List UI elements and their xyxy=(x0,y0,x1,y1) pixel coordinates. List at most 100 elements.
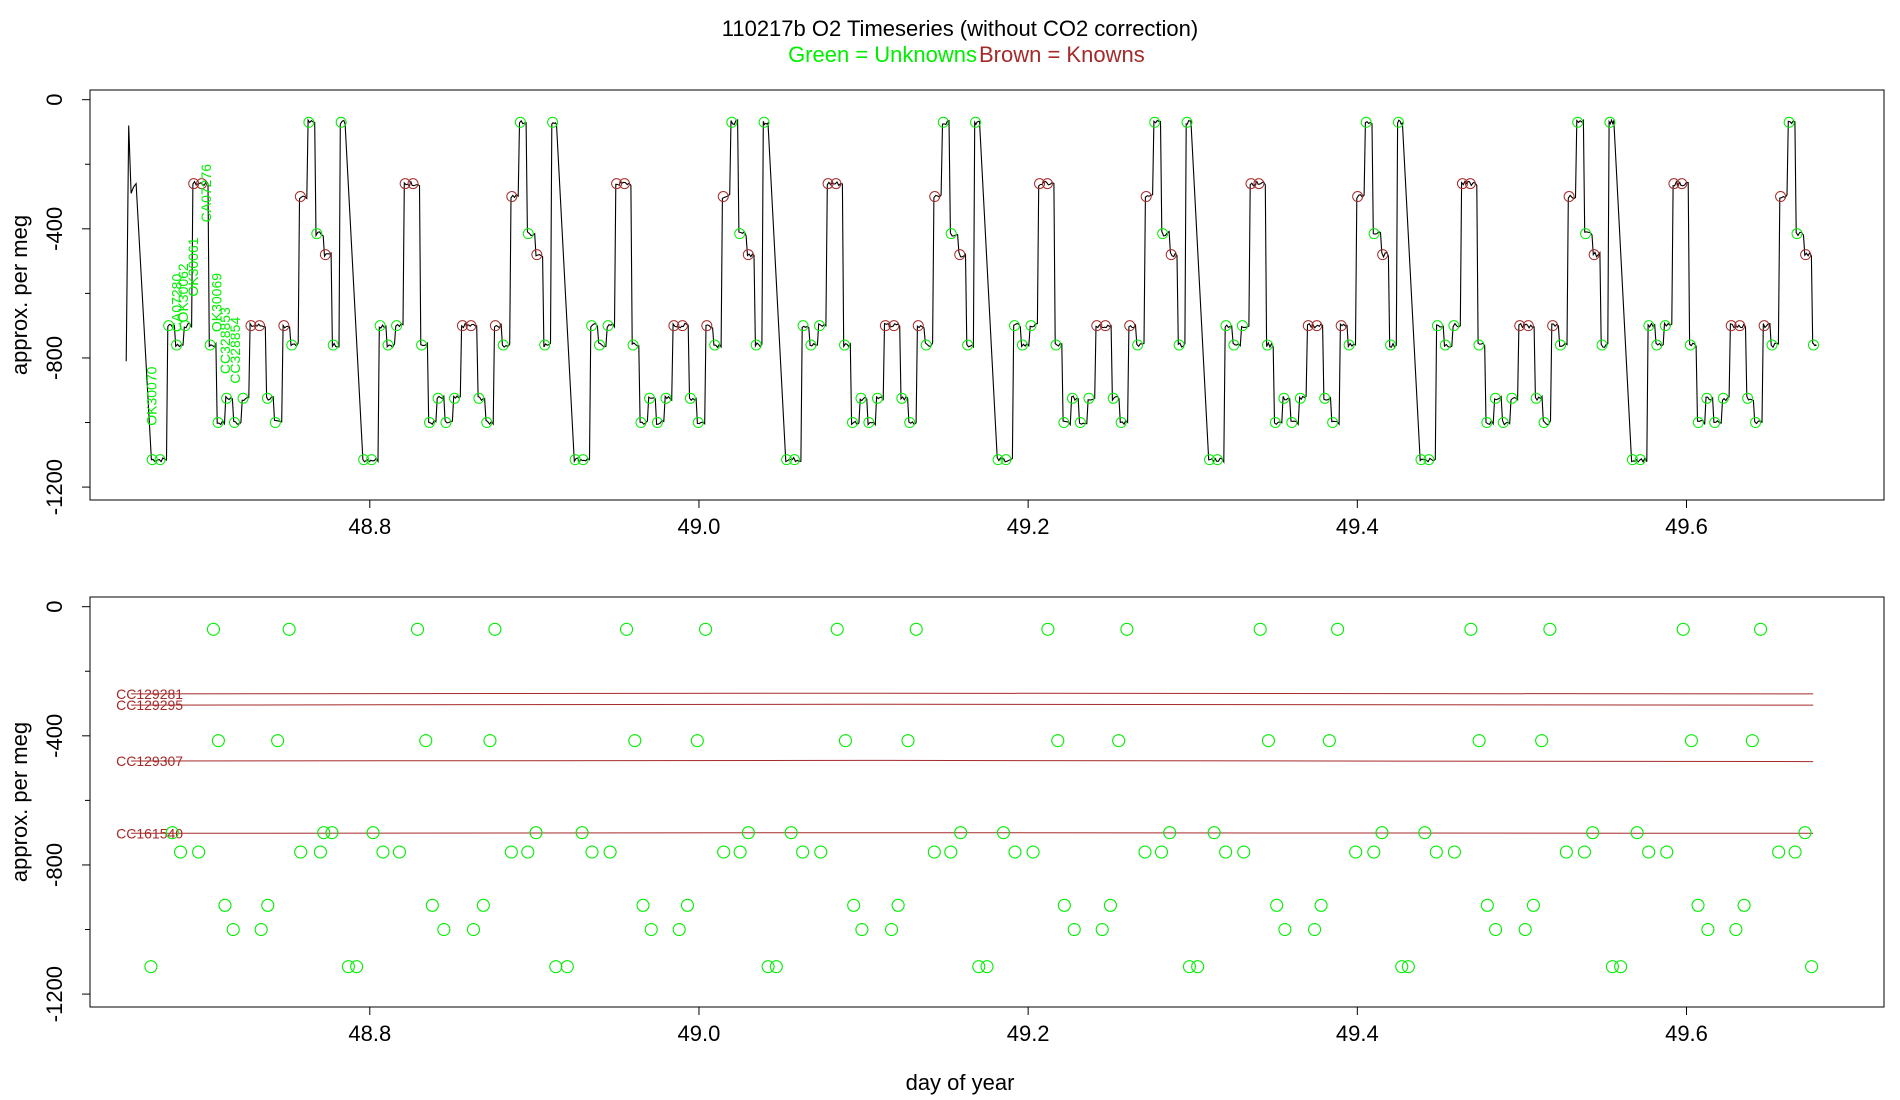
unknown-marker xyxy=(449,392,461,404)
unknown-marker xyxy=(1278,392,1290,404)
legend-knowns: Brown = Knowns xyxy=(979,42,1145,67)
known-marker xyxy=(188,178,200,190)
unknown-marker xyxy=(311,228,323,240)
known-marker xyxy=(822,178,834,190)
known-marker xyxy=(1547,320,1559,332)
unknown-point xyxy=(437,922,451,937)
unknown-marker xyxy=(1058,417,1070,429)
unknown-point xyxy=(1472,734,1486,748)
unknown-marker xyxy=(1684,339,1696,351)
unknown-marker xyxy=(945,228,957,240)
unknown-marker xyxy=(522,228,534,240)
known-marker xyxy=(1124,320,1136,332)
unknown-marker xyxy=(1473,339,1485,351)
unknown-marker xyxy=(1489,392,1501,404)
unknown-point xyxy=(549,960,563,974)
unknown-point xyxy=(1642,845,1656,859)
unknown-point xyxy=(1691,898,1705,912)
timeseries-x-tick-label: 49.6 xyxy=(1665,514,1708,539)
unknown-marker xyxy=(846,417,858,429)
unknown-point xyxy=(1630,826,1644,840)
unknown-point xyxy=(761,960,775,974)
unknown-marker xyxy=(855,392,867,404)
summary-panel: approx. per meg day of year 48.8 49.0 49.2… xyxy=(7,596,1885,1095)
unknown-marker xyxy=(1659,320,1671,332)
known-marker xyxy=(1352,191,1364,203)
known-marker xyxy=(912,320,924,332)
unknown-marker xyxy=(303,116,315,128)
unknown-point xyxy=(1112,734,1126,748)
unknown-marker xyxy=(1717,392,1729,404)
unknown-marker xyxy=(593,339,605,351)
figure-title: 110217b O2 Timeseries (without CO2 corre… xyxy=(722,16,1198,41)
unknown-marker xyxy=(992,454,1004,466)
unknown-point xyxy=(575,826,589,840)
summary-y-tick-label: -1200 xyxy=(42,966,67,1022)
o2-trace-line xyxy=(125,118,1817,464)
unknown-marker xyxy=(863,417,875,429)
known-reference-label: CC129295 xyxy=(116,697,183,713)
unknown-marker xyxy=(586,320,598,332)
unknown-point xyxy=(680,898,695,912)
unknown-point xyxy=(1253,622,1267,636)
known-marker xyxy=(1725,320,1737,332)
unknown-point xyxy=(1788,845,1802,859)
unknown-marker xyxy=(1481,417,1493,429)
unknown-marker xyxy=(726,116,738,128)
sample-annotation: CA07276 xyxy=(198,164,214,223)
unknown-marker xyxy=(1530,392,1542,404)
unknown-point xyxy=(410,622,425,636)
known-marker xyxy=(1165,249,1177,261)
sample-annotation: OK30069 xyxy=(209,273,225,332)
unknown-marker xyxy=(1083,392,1095,404)
unknown-point xyxy=(560,960,574,974)
unknown-point xyxy=(1543,622,1557,636)
unknown-point xyxy=(1207,826,1221,840)
known-marker xyxy=(742,249,754,261)
unknown-point xyxy=(1526,898,1540,912)
unknown-point xyxy=(1614,960,1628,974)
unknown-marker xyxy=(473,392,485,404)
unknown-marker xyxy=(286,339,298,351)
known-marker xyxy=(1311,320,1323,332)
known-reference-line xyxy=(131,759,1814,763)
unknown-point xyxy=(796,845,810,859)
known-reference-line xyxy=(131,692,1814,695)
unknown-point xyxy=(425,898,439,912)
known-marker xyxy=(701,320,713,332)
unknown-marker xyxy=(1385,339,1397,351)
unknown-marker xyxy=(1211,454,1223,466)
unknown-marker xyxy=(497,339,509,351)
unknown-marker xyxy=(366,454,378,466)
unknown-marker xyxy=(709,339,721,351)
unknown-marker xyxy=(1107,392,1119,404)
unknown-marker xyxy=(797,320,809,332)
unknown-point xyxy=(1103,898,1117,912)
summary-y-tick-label: -400 xyxy=(42,714,67,758)
unknown-point xyxy=(585,845,599,859)
known-marker xyxy=(1034,178,1046,190)
known-marker xyxy=(399,178,411,190)
unknown-marker xyxy=(432,392,444,404)
unknown-marker xyxy=(1368,228,1380,240)
unknown-marker xyxy=(1173,339,1185,351)
known-marker xyxy=(879,320,891,332)
unknown-point xyxy=(784,826,798,840)
unknown-marker xyxy=(1236,320,1248,332)
unknown-marker xyxy=(1228,339,1240,351)
unknown-point xyxy=(699,622,713,636)
known-marker xyxy=(888,320,900,332)
unknown-marker xyxy=(627,339,639,351)
unknown-point xyxy=(226,922,240,937)
unknown-marker xyxy=(424,417,436,429)
unknown-marker xyxy=(692,417,704,429)
unknown-point xyxy=(1676,622,1690,636)
unknown-marker xyxy=(1709,417,1721,429)
unknown-point xyxy=(1182,960,1196,974)
known-marker xyxy=(294,191,306,203)
unknown-marker xyxy=(261,392,273,404)
unknown-point xyxy=(271,734,285,748)
unknown-point xyxy=(1219,845,1233,859)
unknown-marker xyxy=(904,417,916,429)
known-marker xyxy=(1456,178,1468,190)
